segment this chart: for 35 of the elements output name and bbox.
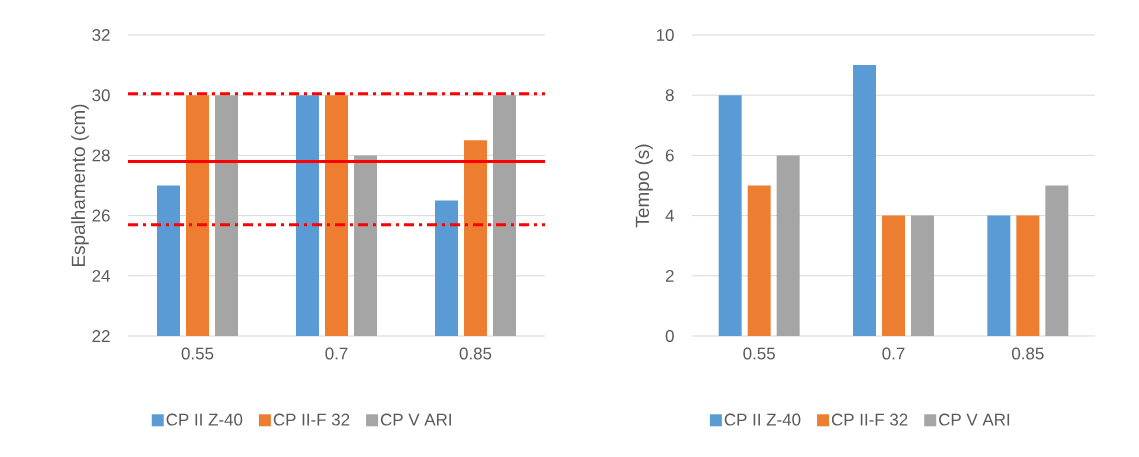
y-tick-label: 24 bbox=[92, 269, 110, 282]
x-tick-label: 0.55 bbox=[743, 347, 775, 360]
legend-label: CP V ARI bbox=[380, 413, 451, 426]
bar bbox=[1016, 215, 1040, 336]
y-tick-label: 0 bbox=[665, 330, 674, 342]
bar bbox=[776, 155, 800, 336]
x-tick-label: 0.55 bbox=[181, 347, 214, 360]
y-tick-label: 28 bbox=[92, 149, 110, 162]
x-tick-label: 0.7 bbox=[882, 347, 905, 360]
y-tick-label: 2 bbox=[665, 269, 674, 282]
x-tick-label: 0.85 bbox=[1012, 347, 1044, 360]
y-tick-label: 22 bbox=[92, 330, 110, 342]
y-tick-label: 8 bbox=[665, 89, 674, 102]
bar bbox=[1045, 185, 1069, 336]
y-tick-label: 30 bbox=[92, 89, 110, 102]
legend-label: CP V ARI bbox=[939, 413, 1010, 426]
legend-label: CP II Z-40 bbox=[166, 413, 243, 426]
legend-label: CP II-F 32 bbox=[273, 413, 350, 426]
y-tick-label: 4 bbox=[665, 209, 674, 222]
y-tick-label: 26 bbox=[92, 209, 110, 222]
bar bbox=[911, 215, 935, 336]
bar bbox=[853, 65, 877, 336]
bar bbox=[882, 215, 906, 336]
bar bbox=[718, 95, 742, 336]
y-tick-label: 6 bbox=[665, 149, 674, 162]
bar bbox=[747, 185, 771, 336]
y-tick-label: 32 bbox=[92, 29, 110, 41]
x-tick-label: 0.85 bbox=[459, 347, 492, 360]
legend-label: CP II Z-40 bbox=[724, 413, 801, 426]
y-axis-title: Tempo (s) bbox=[635, 144, 653, 228]
x-tick-label: 0.7 bbox=[325, 347, 348, 360]
y-axis-title: Espalhamento (cm) bbox=[71, 104, 89, 267]
bar bbox=[987, 215, 1011, 336]
legend-label: CP II-F 32 bbox=[831, 413, 908, 426]
y-tick-label: 10 bbox=[656, 29, 674, 41]
